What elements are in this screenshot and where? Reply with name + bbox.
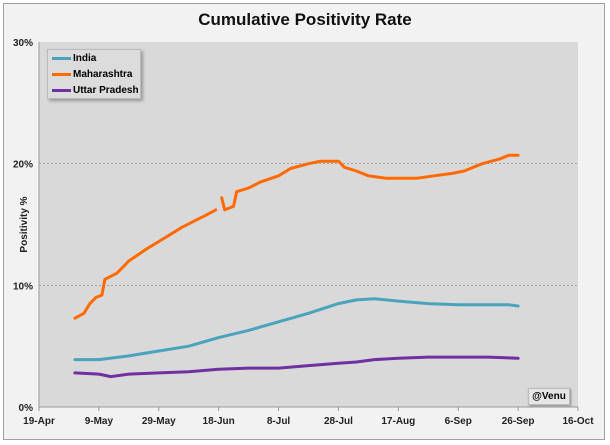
legend-swatch [52,89,71,92]
series-line-india [73,297,520,362]
chart-title: Cumulative Positivity Rate [198,10,412,29]
x-tick-label: 29-May [142,416,176,427]
x-tick-label: 6-Sep [445,416,472,427]
y-tick-label: 30% [13,38,33,49]
x-tick-label: 18-Jun [203,416,235,427]
x-tick-label: 9-May [85,416,114,427]
credit-annotation: @Venu [528,388,570,405]
legend-swatch [52,57,71,60]
x-tick-label: 28-Jul [324,416,353,427]
y-tick-label: 20% [13,160,33,171]
legend-item: India [52,51,140,66]
x-tick-label: 16-Oct [562,416,594,427]
x-tick-label: 17-Aug [381,416,415,427]
x-tick-label: 8-Jul [267,416,291,427]
legend-item: Uttar Pradesh [52,83,140,98]
legend-swatch [52,73,71,76]
series-line-uttar-pradesh [73,355,520,379]
legend-label: Maharashtra [73,69,133,80]
x-tick-label: 19-Apr [23,416,55,427]
y-tick-label: 0% [19,403,34,414]
legend-label: India [73,53,97,64]
series-line-maharashtra [73,153,520,320]
legend: India Maharashtra Uttar Pradesh [47,49,141,99]
y-axis-label: Positivity % [19,196,30,252]
legend-item: Maharashtra [52,67,140,82]
y-tick-label: 10% [13,281,33,292]
legend-label: Uttar Pradesh [73,85,139,96]
x-tick-label: 26-Sep [502,416,535,427]
plot-area [39,42,578,407]
